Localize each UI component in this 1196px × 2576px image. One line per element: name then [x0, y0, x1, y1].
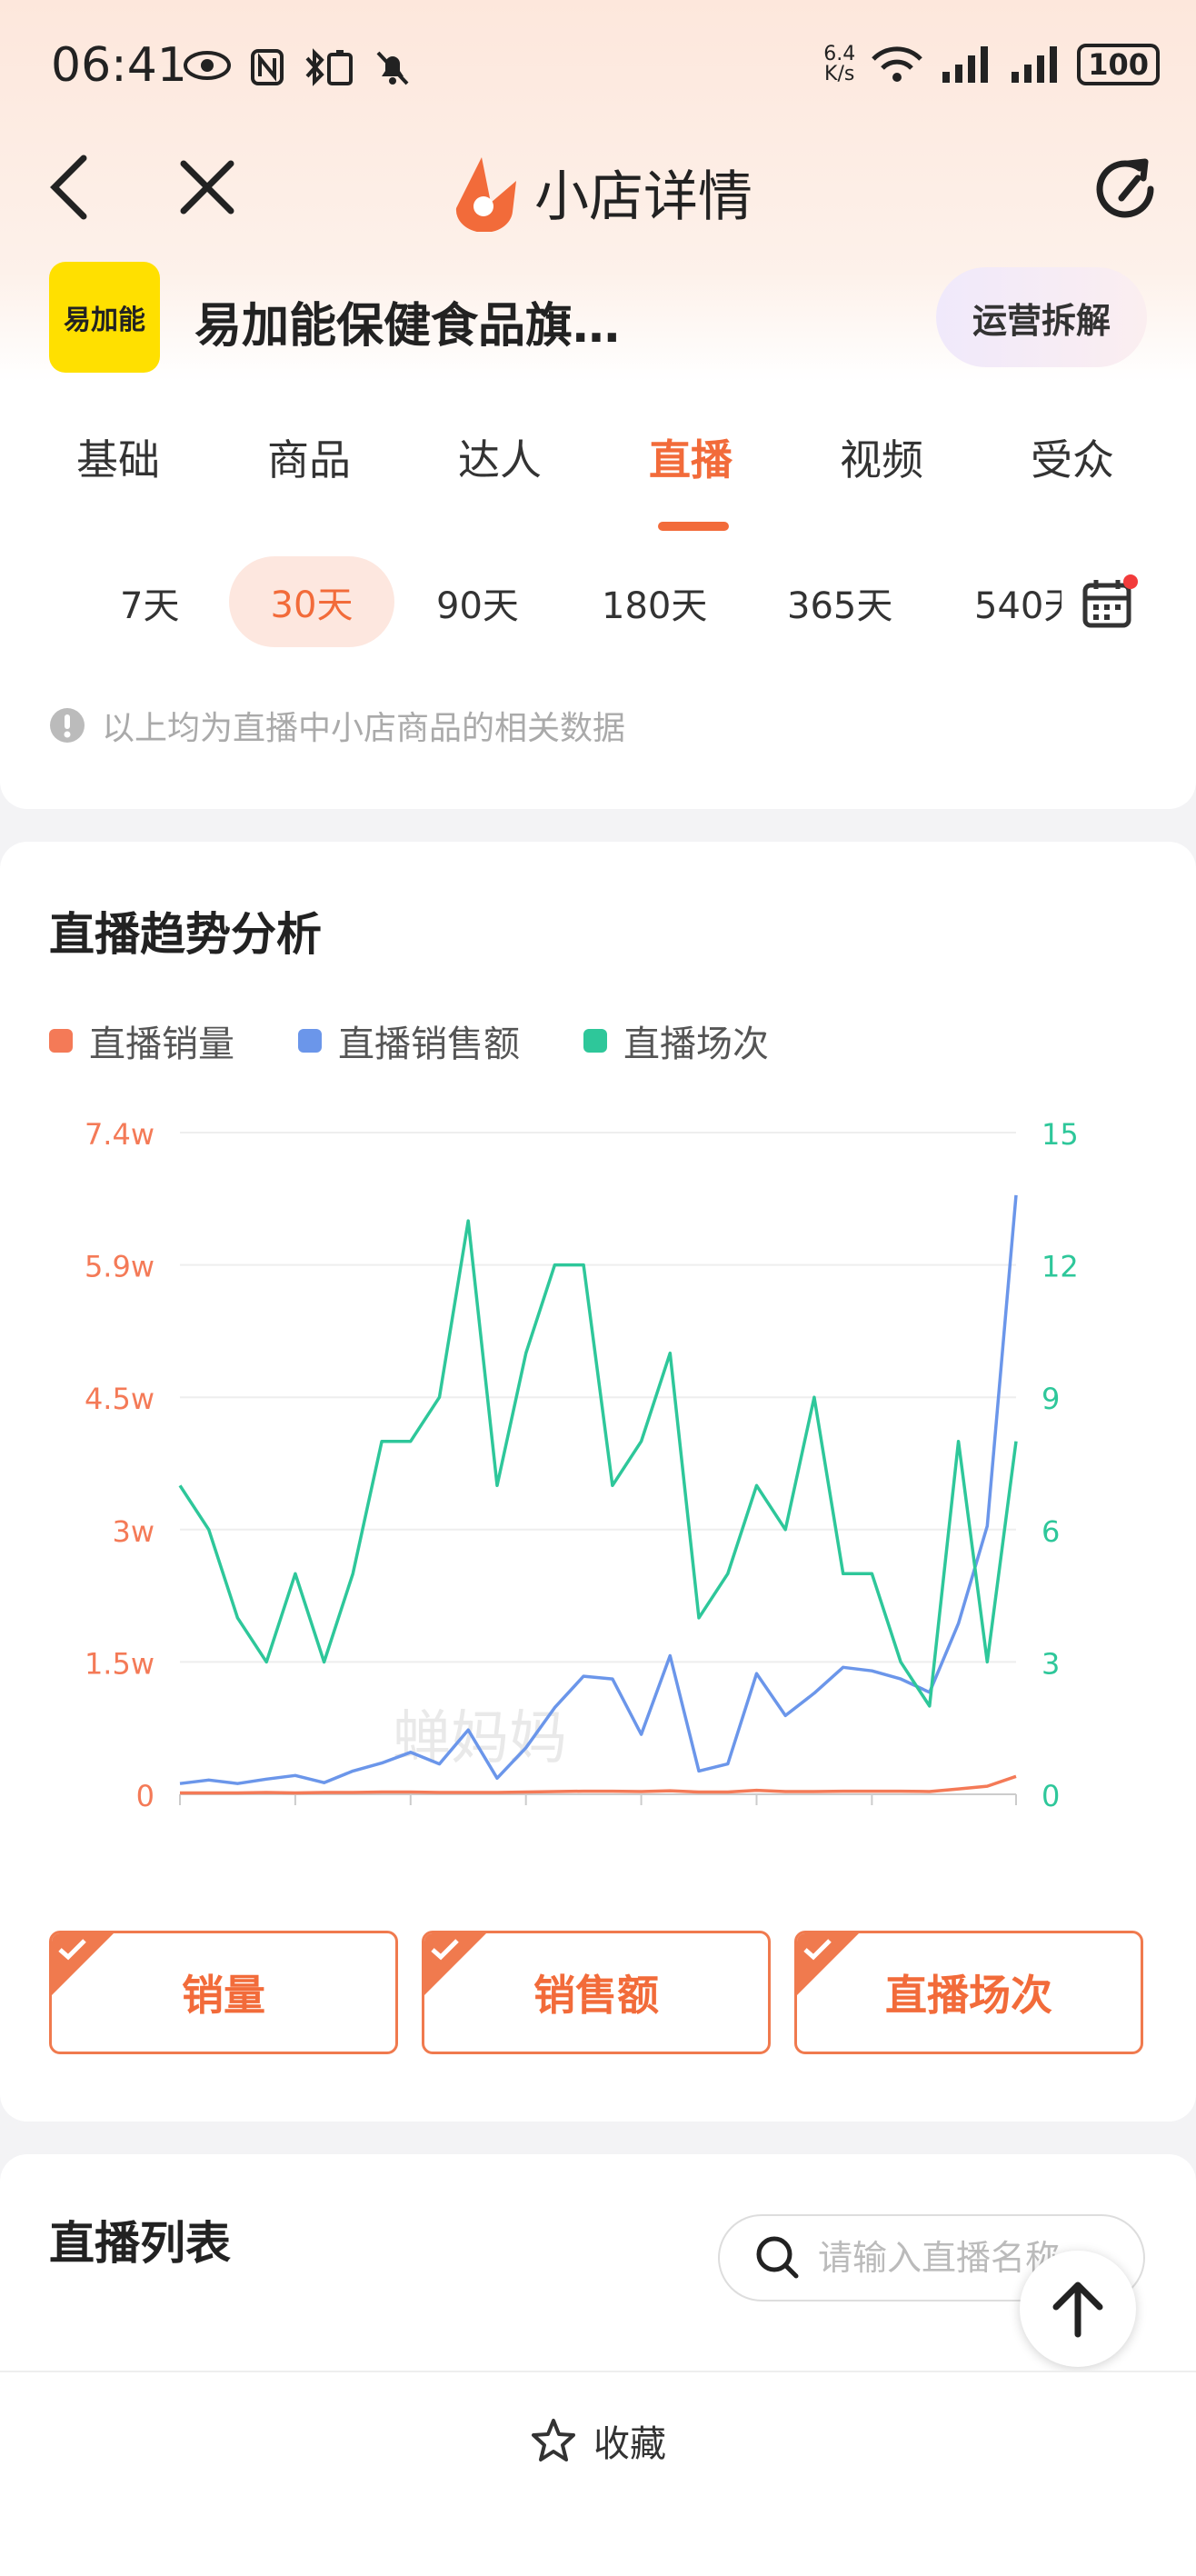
- battery-icon: 100: [1077, 44, 1160, 85]
- data-note: 以上均为直播中小店商品的相关数据: [49, 702, 625, 749]
- right-axis-tick-label: 6: [1042, 1514, 1060, 1549]
- arrow-up-icon: [1052, 2281, 1103, 2338]
- chart-legend: 直播销量 直播销售额 直播场次: [49, 1014, 769, 1067]
- tab-indicator: [658, 522, 729, 531]
- shop-header: 易加能 易加能保健食品旗… 运营拆解: [0, 262, 1196, 374]
- mute-bell-icon: [376, 51, 409, 85]
- close-icon[interactable]: [178, 158, 236, 216]
- info-icon: [50, 708, 85, 743]
- ops-analysis-button[interactable]: 运营拆解: [936, 267, 1147, 367]
- trend-chart: 001.5w33w64.5w95.9w127.4w15蝉妈妈06/0306/07…: [85, 1117, 1079, 1813]
- left-axis-tick-label: 7.4w: [85, 1117, 154, 1152]
- search-icon: [756, 2236, 799, 2279]
- tab-bar: 基础 商品 达人 直播 视频 受众: [0, 400, 1196, 536]
- scroll-top-button[interactable]: [1020, 2251, 1136, 2367]
- check-icon: [803, 1939, 832, 1961]
- nfc-icon: [251, 49, 284, 85]
- calendar-icon: [1082, 574, 1138, 628]
- legend-sessions[interactable]: 直播场次: [583, 1014, 769, 1067]
- refresh-icon[interactable]: [1087, 151, 1163, 227]
- range-90d[interactable]: 90天: [436, 585, 519, 627]
- left-axis-tick-label: 3w: [112, 1514, 154, 1549]
- right-axis-tick-label: 0: [1042, 1779, 1060, 1813]
- tab-basic[interactable]: 基础: [76, 435, 160, 484]
- left-axis-tick-label: 1.5w: [85, 1646, 154, 1681]
- left-axis-tick-label: 4.5w: [85, 1382, 154, 1416]
- trend-card: 直播趋势分析 直播销量 直播销售额 直播场次 0 0 1.5w 3 3w 6 4.5w 9 5.…: [0, 842, 1196, 2122]
- network-speed: 6.4 K/s: [823, 43, 856, 85]
- nav-bar: 小店详情: [0, 136, 1196, 236]
- range-7d[interactable]: 7天: [120, 585, 180, 627]
- tab-products[interactable]: 商品: [267, 435, 351, 484]
- right-axis-tick-label: 3: [1042, 1646, 1060, 1681]
- legend-sales[interactable]: 直播销量: [49, 1014, 234, 1067]
- metric-sessions-button[interactable]: 直播场次: [794, 1931, 1143, 2054]
- star-icon: [532, 2419, 575, 2461]
- tab-video[interactable]: 视频: [840, 435, 923, 484]
- check-icon: [58, 1939, 86, 1961]
- right-axis-tick-label: 9: [1042, 1382, 1060, 1416]
- right-axis-tick-label: 12: [1042, 1250, 1079, 1284]
- chart-watermark: 蝉妈妈: [393, 1705, 567, 1772]
- signal-icon: [942, 46, 989, 83]
- date-range-bar: 7天 30天 90天 180天 365天 540天: [0, 536, 1196, 671]
- left-axis-tick-label: 5.9w: [85, 1250, 154, 1284]
- live-list-title: 直播列表: [49, 2217, 231, 2270]
- range-365d[interactable]: 365天: [787, 585, 893, 627]
- metric-sales-button[interactable]: 销量: [49, 1931, 398, 2054]
- right-axis-tick-label: 15: [1042, 1117, 1079, 1152]
- metric-revenue-button[interactable]: 销售额: [422, 1931, 771, 2054]
- status-icons-left: [182, 47, 413, 87]
- check-icon: [431, 1939, 459, 1961]
- left-axis-tick-label: 0: [136, 1779, 154, 1813]
- wifi-icon: [872, 46, 923, 82]
- tab-live[interactable]: 直播: [649, 435, 733, 484]
- tab-influencers[interactable]: 达人: [458, 435, 542, 484]
- note-card: 以上均为直播中小店商品的相关数据: [0, 671, 1196, 809]
- favorite-button[interactable]: 收藏: [0, 2414, 1196, 2467]
- trend-title: 直播趋势分析: [49, 908, 322, 961]
- shop-name: 易加能保健食品旗…: [194, 299, 621, 354]
- series-line-0: [180, 1774, 1017, 1795]
- series-line-1: [179, 1194, 1018, 1785]
- app-logo-icon: [455, 156, 516, 232]
- back-arrow-icon[interactable]: [44, 153, 98, 222]
- status-time: 06:41: [51, 38, 187, 93]
- legend-revenue[interactable]: 直播销售额: [298, 1014, 520, 1067]
- calendar-button[interactable]: [1061, 536, 1196, 671]
- range-180d[interactable]: 180天: [602, 585, 708, 627]
- signal-icon-2: [1012, 46, 1058, 83]
- range-540d[interactable]: 540天: [974, 585, 1061, 627]
- eye-icon: [184, 51, 231, 80]
- range-30d[interactable]: 30天: [229, 556, 394, 647]
- metric-buttons: 销量 销售额 直播场次: [49, 1931, 1147, 2058]
- shop-logo: 易加能: [49, 262, 160, 373]
- tab-audience[interactable]: 受众: [1031, 435, 1114, 484]
- page-title: 小店详情: [0, 153, 1196, 245]
- bluetooth-battery-icon: [305, 48, 353, 86]
- status-bar: 06:41 6.4 K/s 100: [0, 0, 1196, 145]
- bottom-bar: 收藏: [0, 2371, 1196, 2576]
- live-list-card: 直播列表: [0, 2154, 1196, 2372]
- series-line-2: [178, 1219, 1018, 1708]
- status-icons-right: 6.4 K/s 100: [823, 44, 1160, 85]
